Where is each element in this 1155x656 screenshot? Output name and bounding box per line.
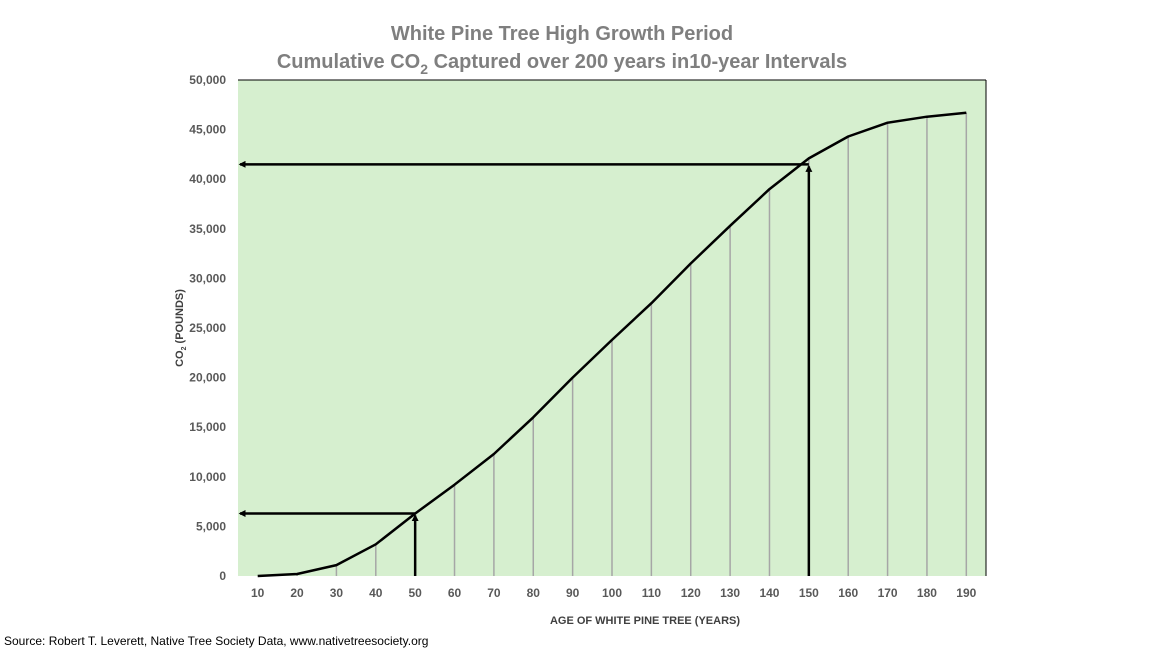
x-tick-label: 80: [527, 586, 541, 600]
series-line: [257, 111, 967, 578]
x-tick-label: 160: [838, 586, 858, 600]
y-tick-labels: 0 5,000 10,000 15,000 20,000 25,000 30,000 35,0…: [189, 73, 226, 583]
y-tick-label: 50,000: [189, 73, 226, 87]
x-tick-label: 130: [720, 586, 740, 600]
y-tick-label: 45,000: [189, 123, 226, 137]
x-tick-label: 40: [369, 586, 383, 600]
x-tick-label: 70: [487, 586, 501, 600]
subtitle-subscript: 2: [420, 61, 428, 77]
x-tick-label: 120: [681, 586, 701, 600]
x-tick-label: 90: [566, 586, 580, 600]
x-tick-label: 110: [642, 586, 662, 600]
x-tick-label: 30: [330, 586, 344, 600]
y-tick-label: 5,000: [196, 519, 226, 533]
y-axis-label: CO2 (POUNDS): [174, 289, 188, 367]
y-axis-label-subscript: 2: [181, 346, 188, 350]
x-tick-label: 170: [878, 586, 898, 600]
y-tick-label: 0: [219, 569, 226, 583]
y-tick-label: 40,000: [189, 172, 226, 186]
x-tick-label: 10: [251, 586, 265, 600]
x-tick-label: 20: [290, 586, 304, 600]
y-tick-label: 10,000: [189, 470, 226, 484]
x-tick-label: 190: [956, 586, 976, 600]
lookup-arrows: [238, 160, 813, 576]
y-axis-label-prefix: CO: [174, 350, 186, 367]
source-note: Source: Robert T. Leverett, Native Tree …: [4, 634, 429, 648]
chart: White Pine Tree High Growth Period Cumul…: [174, 23, 987, 627]
y-tick-label: 15,000: [189, 420, 226, 434]
x-tick-label: 140: [759, 586, 779, 600]
chart-title: White Pine Tree High Growth Period: [391, 23, 733, 45]
x-tick-label: 180: [917, 586, 937, 600]
x-tick-label: 150: [799, 586, 819, 600]
x-tick-label: 50: [408, 586, 422, 600]
x-tick-label: 60: [448, 586, 462, 600]
y-tick-label: 25,000: [189, 321, 226, 335]
x-axis-label: AGE OF WHITE PINE TREE (YEARS): [550, 615, 740, 627]
y-tick-label: 35,000: [189, 222, 226, 236]
y-tick-label: 30,000: [189, 271, 226, 285]
y-axis-label-suffix: (POUNDS): [174, 289, 186, 347]
subtitle-suffix: Captured over 200 years in10-year Interv…: [428, 51, 847, 73]
x-tick-label: 100: [602, 586, 622, 600]
chart-subtitle: Cumulative CO2 Captured over 200 years i…: [277, 51, 847, 77]
subtitle-prefix: Cumulative CO: [277, 51, 420, 73]
x-tick-labels: 10 20 30 40 50 60 70 80 90 100 110 120 130 140 150 160 1…: [251, 586, 977, 600]
y-tick-label: 20,000: [189, 371, 226, 385]
